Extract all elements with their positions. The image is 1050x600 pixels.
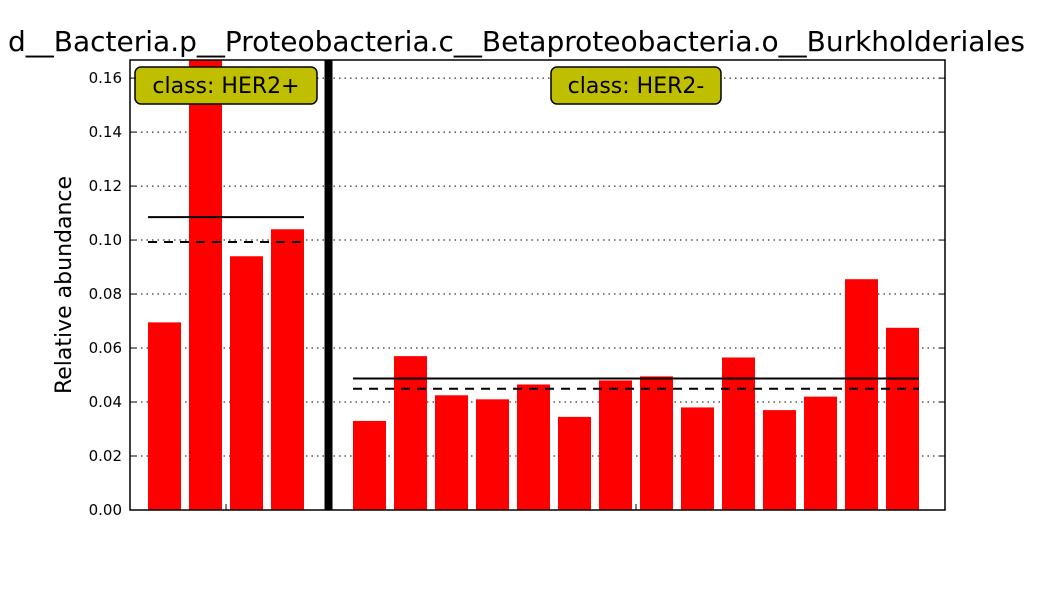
y-axis: 0.00 0.02 0.04 0.06 0.08 0.10 0.12 0.14 0.16 [89,69,945,519]
bar [189,60,222,510]
y-tick-label: 0.00 [89,501,122,519]
class-labels: class: HER2+ class: HER2- [134,66,722,105]
bar [599,380,632,510]
y-tick-label: 0.04 [89,393,122,411]
bar [722,357,755,510]
bar [804,396,837,510]
bar [886,327,919,510]
bar [148,322,181,510]
class-label: class: HER2+ [152,74,299,99]
class-label: class: HER2- [568,74,705,99]
y-tick-label: 0.06 [89,339,122,357]
y-tick-label: 0.02 [89,447,122,465]
class-label-box [550,66,722,105]
y-tick-label: 0.10 [89,231,122,249]
bar [763,410,796,510]
bar [435,395,468,510]
y-tick-label: 0.12 [89,177,122,195]
bar [230,256,263,510]
class-label-box [134,66,318,105]
bar [681,407,714,510]
bar [640,376,673,510]
bar [476,399,509,510]
y-tick-label: 0.08 [89,285,122,303]
chart-title: d__Bacteria.p__Proteobacteria.c__Betapro… [8,25,1025,58]
bar [845,279,878,510]
bar [394,356,427,510]
bar [517,384,550,510]
y-tick-label: 0.14 [89,123,122,141]
bars [148,60,919,510]
bar [558,416,591,510]
y-tick-label: 0.16 [89,69,122,87]
bar [353,420,386,510]
y-axis-label: Relative abundance [52,176,77,394]
bar [271,229,304,510]
mean-median-lines [148,216,919,390]
plot-frame [129,59,946,511]
